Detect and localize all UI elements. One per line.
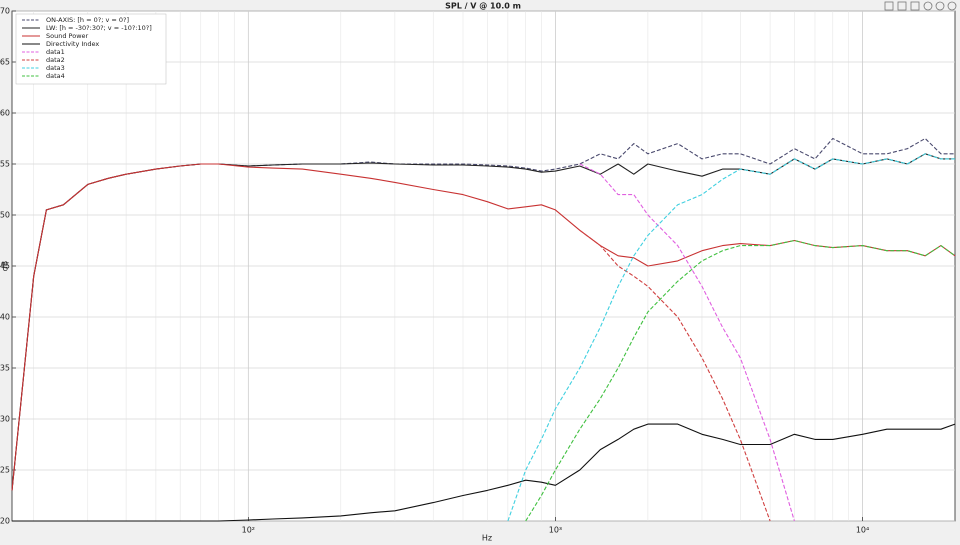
series-line: [579, 229, 771, 522]
legend-label: data2: [46, 56, 65, 64]
legend-label: LW: [h = -30?:30?; v = -10?:10?]: [46, 24, 152, 32]
toolbar-icon[interactable]: [897, 1, 907, 11]
y-tick-label: 20: [0, 517, 10, 526]
y-tick-label: 50: [0, 211, 10, 220]
legend-label: data3: [46, 64, 65, 72]
y-tick-label: 70: [0, 7, 10, 16]
series-line: [525, 239, 956, 522]
legend-label: Sound Power: [46, 32, 89, 40]
series-line: [12, 423, 956, 522]
y-tick-label: 35: [0, 364, 10, 373]
toolbar-icon[interactable]: [947, 1, 957, 11]
y-tick-label: 45: [0, 262, 10, 271]
toolbar-icon[interactable]: [923, 1, 933, 11]
y-tick-label: 30: [0, 415, 10, 424]
x-tick-label: 10²: [242, 526, 255, 535]
toolbar-icon[interactable]: [910, 1, 920, 11]
x-axis-label: Hz: [482, 534, 492, 543]
y-axis-label: dB: [1, 261, 10, 272]
y-tick-label: 25: [0, 466, 10, 475]
y-tick-label: 60: [0, 109, 10, 118]
x-tick-label: 10³: [549, 526, 562, 535]
series-line: [507, 153, 955, 522]
y-tick-label: 65: [0, 58, 10, 67]
legend-box: [15, 13, 167, 85]
legend-label: Directivity Index: [46, 40, 99, 48]
chart-title: SPL / V @ 10.0 m: [445, 2, 521, 11]
y-tick-label: 55: [0, 160, 10, 169]
legend-label: data4: [46, 72, 65, 80]
legend-label: data1: [46, 48, 65, 56]
y-tick-label: 40: [0, 313, 10, 322]
series-line: [579, 163, 795, 522]
toolbar-icon[interactable]: [884, 1, 894, 11]
legend: ON-AXIS: [h = 0?; v = 0?]LW: [h = -30?:3…: [15, 13, 167, 85]
legend-label: ON-AXIS: [h = 0?; v = 0?]: [46, 16, 129, 24]
toolbar-icon[interactable]: [935, 1, 945, 11]
toolbar: [884, 1, 957, 11]
x-tick-label: 10⁴: [856, 526, 869, 535]
